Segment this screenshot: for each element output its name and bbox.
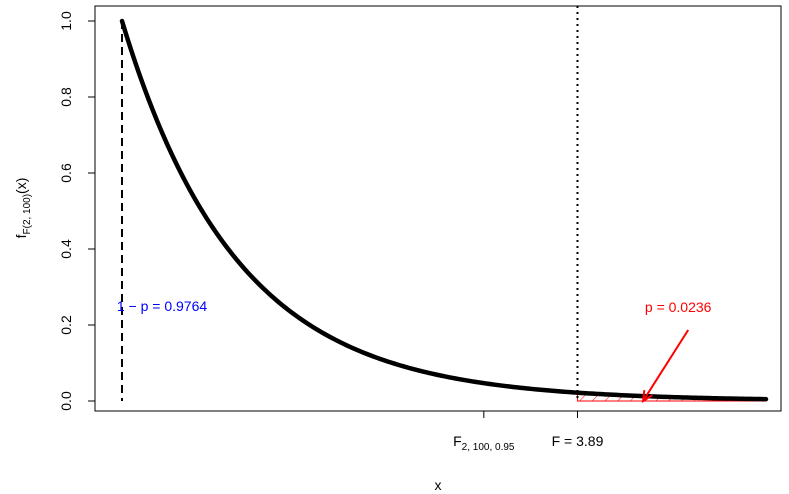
y-tick-label: 0.4 (58, 239, 74, 259)
density-curve (119, 18, 769, 402)
y-tick-label: 1.0 (58, 11, 74, 31)
upper-probability-label: p = 0.0236 (645, 299, 712, 315)
lower-probability-label: 1 − p = 0.9764 (117, 298, 208, 314)
y-tick-label: 0.8 (58, 87, 74, 107)
y-axis: 0.0 0.2 0.4 0.6 0.8 1.0 (58, 11, 96, 411)
y-tick-label: 0.2 (58, 315, 74, 335)
probability-arrow (642, 329, 690, 402)
y-tick-label: 0.6 (58, 163, 74, 183)
probability-arrowhead (641, 389, 653, 403)
y-axis-label-suffix: (x) (13, 178, 29, 194)
x-axis-label: x (435, 477, 442, 493)
x-axis: F2, 100, 0.95 F = 3.89 (453, 410, 604, 453)
y-tick-label: 0.0 (58, 391, 74, 411)
y-axis-label-sub: F(2, 100) (22, 194, 33, 235)
x-tick-label: F = 3.89 (552, 433, 604, 449)
y-axis-label: fF(2, 100)(x) (13, 178, 33, 239)
y-axis-label-main: f (13, 234, 29, 238)
x-tick-label: F2, 100, 0.95 (453, 433, 515, 453)
plot-frame (94, 5, 782, 412)
